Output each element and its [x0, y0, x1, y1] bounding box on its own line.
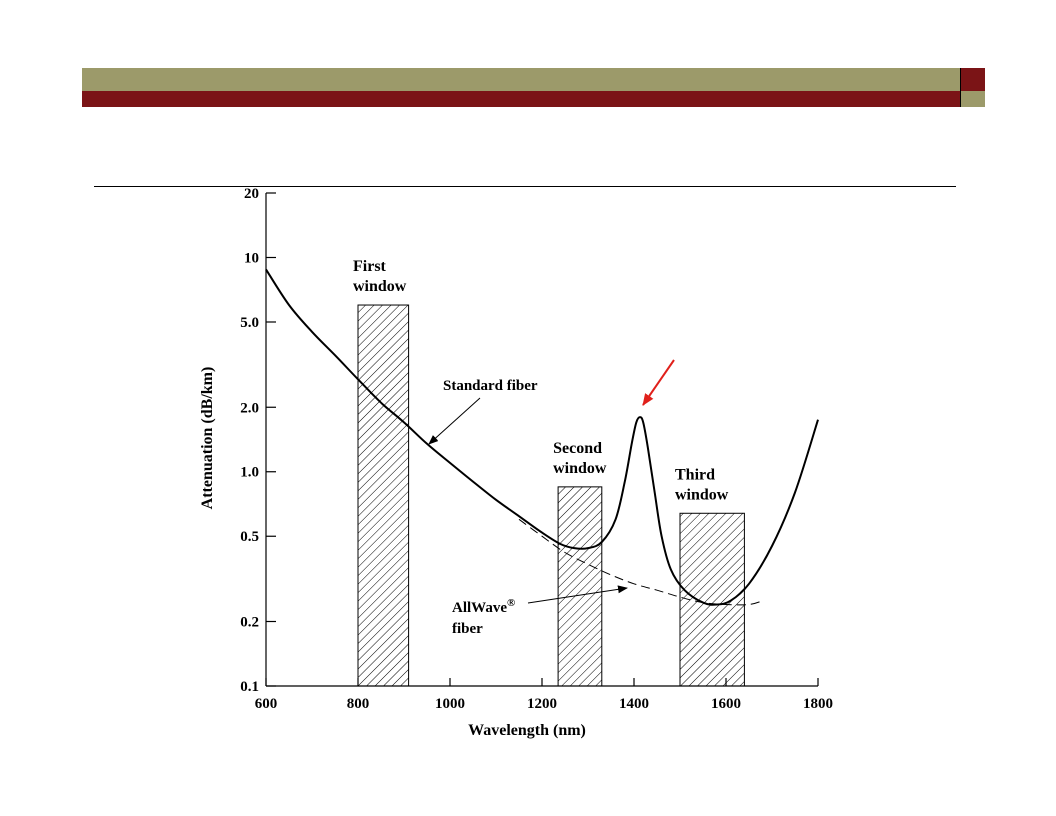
window-label-2-line-2: window	[553, 460, 607, 477]
x-tick-label: 1800	[803, 696, 833, 712]
header-corner-maroon	[961, 68, 985, 91]
title-rule	[94, 186, 956, 187]
allwave-pointer	[527, 585, 628, 604]
y-axis-label: Attenuation (dB/km)	[199, 367, 216, 510]
y-tick-label: 5.0	[240, 315, 259, 331]
y-tick-label: 0.2	[240, 615, 259, 631]
header-corner-olive	[961, 91, 985, 107]
x-tick-label: 1600	[711, 696, 741, 712]
allwave-label: AllWave®	[452, 597, 515, 616]
y-tick-label: 2.0	[240, 400, 259, 416]
standard-fiber-label: Standard fiber	[443, 378, 538, 394]
y-tick-label: 0.1	[240, 679, 259, 695]
allwave-label-text: AllWave	[452, 600, 507, 616]
x-tick-label: 1400	[619, 696, 649, 712]
x-tick-label: 600	[255, 696, 278, 712]
window-label-1-line-2: window	[353, 278, 407, 295]
window-label-3-line-2: window	[675, 486, 729, 503]
window-label-2-line-1: Second	[553, 440, 602, 457]
standard-fiber-pointer	[428, 397, 481, 445]
allwave-fiber-curve	[518, 518, 763, 606]
allwave-label-line2: fiber	[452, 621, 483, 637]
x-axis-label: Wavelength (nm)	[468, 722, 586, 739]
y-tick-label: 1.0	[240, 465, 259, 481]
window-label-3-line-1: Third	[675, 466, 715, 483]
y-tick-label: 0.5	[240, 529, 259, 545]
x-tick-label: 1200	[527, 696, 557, 712]
window-label-1-line-1: First	[353, 258, 387, 275]
window-band-2	[557, 486, 603, 687]
header-band-maroon	[82, 91, 960, 107]
y-tick-label: 20	[244, 186, 259, 202]
window-band-1	[357, 304, 410, 687]
header-separator	[960, 68, 961, 107]
y-tick-label: 10	[244, 250, 259, 266]
peak-highlight-arrow	[642, 359, 675, 406]
x-tick-label: 1000	[435, 696, 465, 712]
header-band-olive	[82, 68, 960, 91]
standard-fiber-curve	[265, 268, 819, 606]
x-tick-label: 800	[347, 696, 370, 712]
allwave-registered-mark: ®	[507, 597, 515, 609]
